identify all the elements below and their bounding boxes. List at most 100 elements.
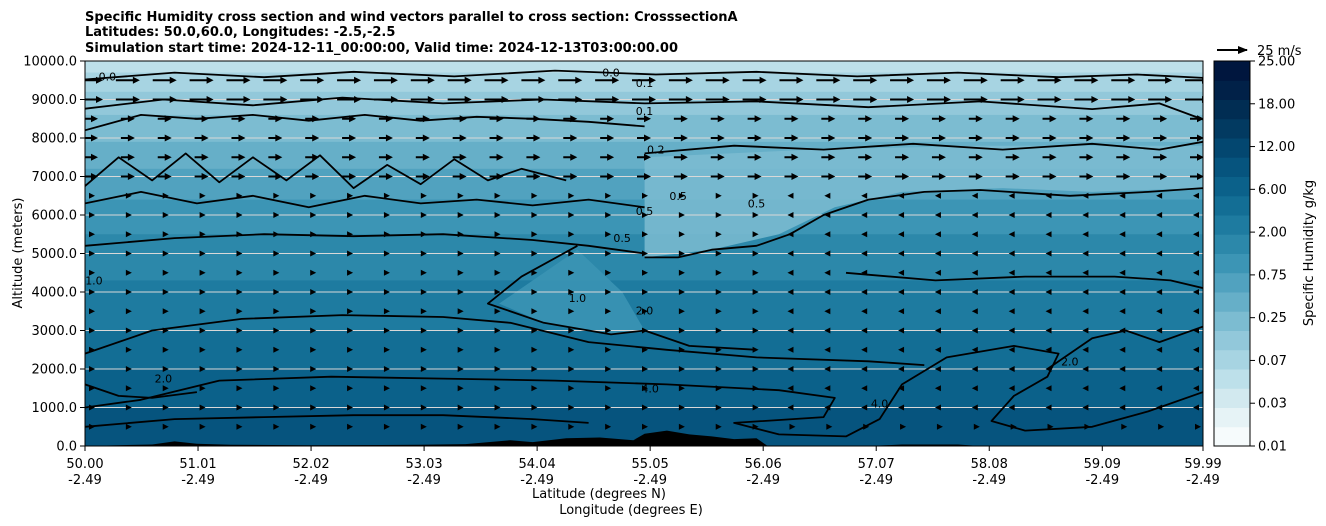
wind-vector-head <box>605 269 612 276</box>
wind-vector-r5-c9 <box>415 173 430 180</box>
wind-vector-head <box>91 115 98 123</box>
wind-vector-head <box>1082 289 1089 295</box>
wind-vector-head <box>310 346 317 353</box>
wind-vector-r4-c26 <box>1042 153 1057 161</box>
wind-vector-r2-c13 <box>563 115 578 123</box>
wind-vector-head <box>383 366 390 372</box>
wind-vector-r10-c0 <box>89 269 95 276</box>
wind-vector-head <box>1086 173 1094 180</box>
wind-vector-head <box>570 134 578 142</box>
wind-vector-r3-c17 <box>710 134 725 142</box>
colorbar-segment-0 <box>1214 426 1250 447</box>
wind-vector-head <box>791 173 799 180</box>
wind-vector-r17-c7 <box>347 404 354 411</box>
wind-vector-head <box>642 366 648 372</box>
y-axis: 0.0 1000.0 2000.0 3000.0 4000.0 5000.0 6000.0 7… <box>23 55 85 455</box>
wind-vector-head <box>1049 134 1057 142</box>
wind-vector-head <box>533 115 541 123</box>
wind-vector-head <box>715 231 722 238</box>
wind-vector-r6-c8 <box>383 192 390 199</box>
contour-line-0.5-6 <box>644 187 1203 259</box>
wind-vector-r2-c27 <box>1079 115 1094 123</box>
wind-vector-head <box>420 308 427 315</box>
wind-vector-r7-c0 <box>89 212 95 218</box>
wind-vector-r12-c29 <box>1156 308 1163 315</box>
wind-vector-r17-c22 <box>898 404 905 411</box>
wind-vector-head <box>273 250 280 257</box>
wind-vector-head <box>383 404 390 411</box>
terrain <box>85 430 1203 446</box>
wind-vector-head <box>420 250 427 257</box>
wind-vector-head <box>162 231 169 238</box>
wind-vector-r18-c22 <box>900 423 907 430</box>
wind-vector-head <box>280 76 288 84</box>
wind-vector-head <box>496 115 504 123</box>
wind-vector-head <box>422 115 430 123</box>
wind-vector-r1-c25 <box>1000 96 1025 103</box>
wind-vector-r11-c15 <box>642 289 648 295</box>
wind-vector-head <box>752 231 759 238</box>
wind-vector-head <box>824 346 831 353</box>
wind-vector-head <box>870 76 878 84</box>
wind-vector-head <box>898 250 905 257</box>
wind-vector-r10-c19 <box>787 269 794 276</box>
wind-vector-r10-c16 <box>678 269 685 276</box>
wind-vector-r9-c1 <box>125 250 132 257</box>
wind-vector-r3-c29 <box>1153 134 1168 142</box>
wind-vector-head <box>1082 308 1089 315</box>
wind-vector-r8-c16 <box>678 231 685 238</box>
wind-vector-head <box>678 346 685 353</box>
wind-vector-head <box>902 115 910 123</box>
wind-vector-head <box>1012 115 1020 123</box>
colorbar-segment-10 <box>1214 234 1250 254</box>
wind-vector-r13-c3 <box>199 327 206 334</box>
wind-vector-head <box>494 308 501 315</box>
wind-vector-r12-c3 <box>199 308 206 315</box>
wind-vector-r6-c28 <box>1119 192 1126 199</box>
wind-vector-r1-c16 <box>668 96 693 103</box>
wind-vector-head <box>787 212 794 218</box>
wind-vector-head <box>1156 250 1163 257</box>
wind-vector-r9-c27 <box>1082 250 1089 257</box>
wind-vector-r7-c1 <box>125 212 132 218</box>
colorbar-segment-4 <box>1214 349 1250 370</box>
wind-vector-head <box>531 346 538 353</box>
wind-vector-r11-c29 <box>1156 289 1163 295</box>
wind-vector-r16-c12 <box>531 385 538 392</box>
wind-vector-r16-c3 <box>199 385 206 392</box>
wind-vector-head <box>900 423 907 430</box>
wind-vector-head <box>385 153 393 161</box>
wind-vector-r3-c7 <box>342 134 357 142</box>
wind-vector-r10-c12 <box>531 269 538 276</box>
wind-vector-r10-c14 <box>605 269 612 276</box>
wind-vector-head <box>971 366 978 372</box>
wind-vector-head <box>715 366 722 372</box>
wind-vector-r9-c0 <box>89 250 95 257</box>
wind-vector-r15-c9 <box>420 366 427 372</box>
wind-vector-r11-c19 <box>787 289 794 295</box>
wind-vector-head <box>420 366 427 372</box>
wind-vector-head <box>494 269 501 276</box>
wind-vector-head <box>649 96 656 103</box>
wind-vector-head <box>1119 289 1126 295</box>
wind-vector-r4-c7 <box>342 153 357 161</box>
wind-vector-head <box>422 153 430 161</box>
wind-vector-r13-c30 <box>1193 327 1199 334</box>
wind-vector-head <box>531 327 538 334</box>
wind-vector-head <box>464 76 472 84</box>
wind-vector-r14-c29 <box>1156 346 1163 353</box>
wind-vector-r4-c29 <box>1153 153 1168 161</box>
wind-vector-head <box>902 134 910 142</box>
wind-vector-r15-c7 <box>347 366 354 372</box>
wind-vector-head <box>934 192 941 199</box>
wind-vector-head <box>1156 231 1163 238</box>
wind-vector-r3-c24 <box>968 134 983 142</box>
x-tick-label-lat-4: 54.04 <box>519 457 556 472</box>
wind-vector-r14-c8 <box>383 346 390 353</box>
wind-vector-r2-c8 <box>378 115 393 123</box>
wind-vector-r14-c0 <box>89 346 95 353</box>
wind-vector-head <box>1119 250 1126 257</box>
wind-vector-head <box>715 385 722 392</box>
wind-vector-r13-c28 <box>1119 327 1126 334</box>
wind-vector-head <box>607 173 615 180</box>
